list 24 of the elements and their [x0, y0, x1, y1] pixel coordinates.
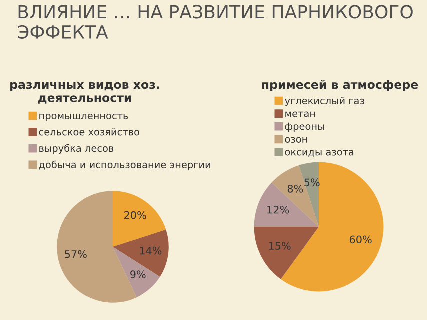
legend-label: оксиды азота	[285, 150, 354, 157]
pie-slice	[113, 247, 160, 298]
pie-slice	[113, 191, 166, 247]
data-label: 8%	[288, 184, 304, 193]
chart-title: ВЛИЯНИЕ … НА РАЗВИТИЕ ПАРНИКОВОГО ЭФФЕКТА	[18, 5, 413, 39]
legend-label: добыча и использование энергии	[39, 160, 210, 170]
legend-label: углекислый газ	[285, 97, 364, 106]
legend-label: метан	[286, 112, 316, 118]
data-label: 57%	[65, 250, 87, 258]
data-label: 14%	[140, 246, 162, 255]
pie-slice	[113, 230, 169, 277]
chart-subtitle: примесей в атмосфере	[262, 80, 418, 92]
legend-label: вырубка лесов	[40, 144, 114, 154]
legend-label: фреоны	[285, 122, 324, 132]
legend-label: озон	[285, 137, 308, 143]
legend-label: промышленность	[40, 114, 128, 122]
legend-label: сельское хозяйство	[39, 128, 140, 136]
data-label: 9%	[130, 270, 146, 279]
data-label: 60%	[350, 236, 372, 244]
pie-slice	[254, 227, 319, 280]
data-label: 15%	[269, 242, 291, 250]
data-label: 12%	[268, 206, 290, 214]
chart-subtitle: различных видов хоз. деятельности	[10, 82, 160, 104]
data-label: 20%	[124, 211, 146, 220]
